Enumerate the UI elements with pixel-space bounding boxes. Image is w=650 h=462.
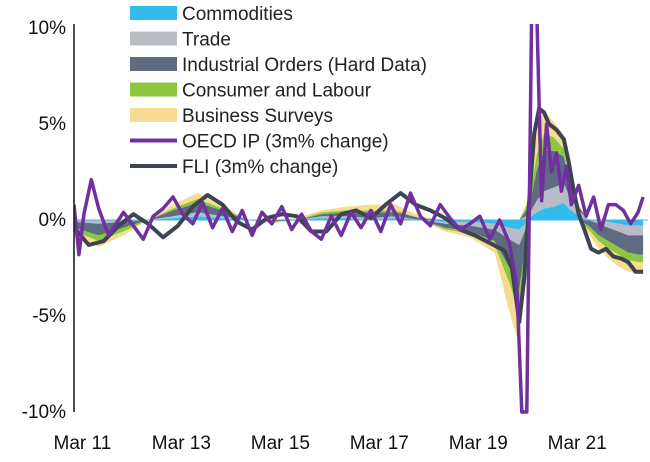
x-tick-label: Mar 11 bbox=[54, 433, 112, 454]
legend: Commodities Trade Industrial Orders (Hard … bbox=[130, 4, 427, 178]
legend-swatch-business-surveys bbox=[130, 108, 177, 122]
legend-label-oecd-ip-3m-change: OECD IP (3m% change) bbox=[182, 132, 389, 153]
legend-label-trade: Trade bbox=[182, 30, 231, 51]
area-business-surveys-negative bbox=[74, 220, 644, 345]
x-tick-label: Mar 19 bbox=[449, 433, 508, 454]
y-tick-label: -5% bbox=[32, 306, 66, 327]
series-lines bbox=[74, 24, 645, 414]
x-tick-label: Mar 13 bbox=[152, 433, 211, 454]
legend-swatch-industrial-orders-hard-data bbox=[130, 57, 177, 71]
area-industrial-orders-hard-data-negative bbox=[74, 220, 644, 290]
y-tick-label: -10% bbox=[22, 402, 66, 423]
y-tick-label: 5% bbox=[39, 114, 67, 135]
y-axis-ticks: 10% 5% 0% -5% -10% bbox=[22, 18, 66, 423]
y-tick-label: 0% bbox=[39, 210, 67, 231]
x-tick-label: Mar 21 bbox=[548, 433, 607, 454]
legend-label-fli-3m-change: FLI (3m% change) bbox=[182, 157, 338, 178]
x-tick-label: Mar 17 bbox=[350, 433, 409, 454]
line-fli-3m-change bbox=[74, 106, 644, 324]
legend-label-business-surveys: Business Surveys bbox=[182, 106, 333, 127]
x-tick-label: Mar 15 bbox=[251, 433, 310, 454]
y-tick-label: 10% bbox=[28, 18, 66, 39]
legend-label-commodities: Commodities bbox=[182, 4, 293, 25]
line-oecd-ip-3m-change bbox=[74, 24, 645, 414]
legend-label-consumer-and-labour: Consumer and Labour bbox=[182, 81, 372, 102]
x-axis-ticks: Mar 11 Mar 13 Mar 15 Mar 17 Mar 19 Mar 21 bbox=[54, 433, 607, 454]
legend-swatch-trade bbox=[130, 31, 177, 46]
legend-label-industrial-orders-hard-data: Industrial Orders (Hard Data) bbox=[182, 55, 427, 76]
legend-swatch-consumer-and-labour bbox=[130, 82, 177, 97]
legend-swatch-commodities bbox=[130, 6, 177, 20]
